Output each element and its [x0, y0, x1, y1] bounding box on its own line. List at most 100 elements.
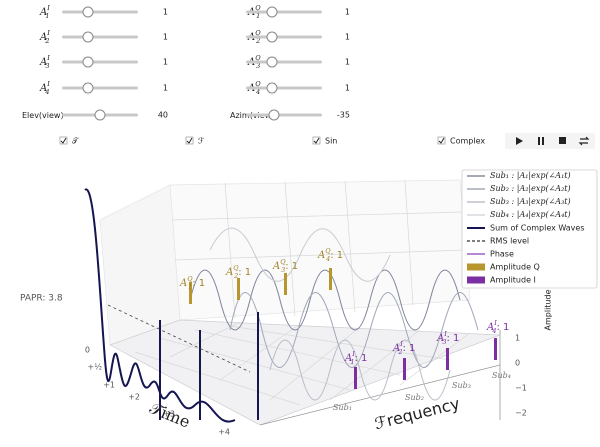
legend-label: RMS level: [490, 237, 529, 246]
time-tick: +3: [163, 410, 175, 419]
math-label: AI 3: [39, 54, 50, 70]
stop-button[interactable]: [559, 137, 566, 144]
subscript: 3: [45, 62, 49, 70]
slider-value: 1: [345, 84, 350, 93]
checkmark: [60, 137, 67, 144]
slider-value: 1: [163, 58, 168, 67]
checkbox[interactable]: [185, 136, 194, 145]
symbol: Elev(view): [22, 111, 64, 120]
superscript: Q: [280, 258, 286, 266]
slider-knob[interactable]: [268, 109, 280, 121]
slider-knob[interactable]: [266, 6, 278, 18]
legend-label: Sub₁ : |A₁|exp(∠A₁t): [490, 171, 571, 180]
superscript: I: [46, 80, 50, 88]
time-tick: +4: [218, 428, 230, 437]
checkbox-label[interactable]: ℱ: [198, 137, 204, 146]
subscript: 1: [188, 283, 192, 291]
amplitude-tick: −2: [515, 409, 527, 418]
slider-track[interactable]: [62, 10, 138, 14]
slider-track[interactable]: [62, 60, 138, 64]
label-text: : 1: [446, 333, 459, 344]
label-text: : 1: [496, 322, 509, 333]
superscript: I: [443, 330, 447, 338]
checkbox[interactable]: [312, 136, 321, 145]
time-tick: +2: [128, 393, 140, 402]
math-label: AI 4: [39, 80, 50, 96]
slider-knob[interactable]: [82, 56, 94, 68]
slider-track[interactable]: [246, 113, 322, 117]
slider-track[interactable]: [246, 60, 322, 64]
superscript: Q: [187, 275, 193, 283]
superscript: I: [493, 319, 497, 327]
slider-knob[interactable]: [82, 82, 94, 94]
loop-button[interactable]: [578, 136, 590, 146]
math-label: AI 4: 1: [486, 319, 509, 335]
math-label: AI 1: 1: [344, 350, 367, 366]
play-button[interactable]: [516, 137, 523, 145]
superscript: I: [46, 4, 50, 12]
slider-track[interactable]: [246, 35, 322, 39]
superscript: Q: [255, 80, 261, 88]
slider-track[interactable]: [246, 86, 322, 90]
subscript: 2: [44, 37, 49, 45]
subscript: 4: [325, 255, 330, 263]
math-label: Elev(view): [22, 111, 64, 120]
math-label: AI 2: [39, 29, 50, 45]
slider-knob[interactable]: [266, 31, 278, 43]
superscript: I: [46, 29, 50, 37]
checkbox[interactable]: [59, 136, 68, 145]
subcarrier-label: Sub₄: [492, 371, 511, 380]
amplitude-q-bars: [189, 268, 332, 304]
label-text: : 1: [330, 250, 343, 261]
legend-box: [461, 169, 598, 289]
subscript: 3: [442, 338, 446, 346]
superscript: Q: [255, 4, 261, 12]
symbol: A: [392, 343, 400, 354]
superscript: Q: [325, 247, 331, 255]
label-text: : 1: [402, 343, 415, 354]
legend-label: Amplitude Q: [490, 263, 540, 272]
checkbox-label[interactable]: Sin: [325, 137, 337, 146]
symbol: A: [272, 261, 280, 272]
superscript: I: [351, 350, 355, 358]
slider-track[interactable]: [62, 35, 138, 39]
superscript: I: [399, 340, 403, 348]
pause-button[interactable]: [538, 137, 544, 145]
checkmark: [438, 137, 445, 144]
math-label: AI 2: 1: [392, 340, 415, 356]
slider-track[interactable]: [246, 10, 322, 14]
slider-knob[interactable]: [94, 109, 106, 121]
symbol: A: [436, 333, 444, 344]
controls: AI11AI21AI31AI41Elev(view)40AQ11AQ21AQ31…: [22, 4, 485, 146]
legend-label: Sub₄ : |A₄|exp(∠A₄t): [490, 210, 571, 219]
legend-label: Phase: [490, 250, 514, 259]
checkmark: [313, 137, 320, 144]
math-label: AQ 1: 1: [179, 275, 205, 291]
symbol: A: [39, 83, 47, 94]
amplitude-tick: 0: [515, 359, 520, 368]
subscript: 1: [350, 358, 354, 366]
subscript: 2: [255, 37, 260, 45]
legend-label: Amplitude I: [490, 276, 536, 285]
amplitude-i-bars: [354, 338, 497, 389]
slider-value: 1: [163, 84, 168, 93]
time-tick: +½: [88, 363, 103, 372]
slider-knob[interactable]: [266, 82, 278, 94]
legend-swatch: [467, 263, 485, 271]
subscript: 3: [256, 62, 260, 70]
superscript: Q: [255, 54, 261, 62]
slider-knob[interactable]: [82, 6, 94, 18]
slider-value: 1: [163, 33, 168, 42]
slider-knob[interactable]: [82, 31, 94, 43]
slider-track[interactable]: [62, 86, 138, 90]
slider-value: 1: [345, 58, 350, 67]
slider-knob[interactable]: [266, 56, 278, 68]
symbol: A: [344, 353, 352, 364]
legend-label: Sub₃ : |A₃|exp(∠A₃t): [490, 197, 571, 206]
checkbox-label[interactable]: Complex: [450, 137, 485, 146]
checkbox[interactable]: [437, 136, 446, 145]
symbol: A: [486, 322, 494, 333]
checkbox-label[interactable]: 𝒯: [72, 137, 80, 146]
